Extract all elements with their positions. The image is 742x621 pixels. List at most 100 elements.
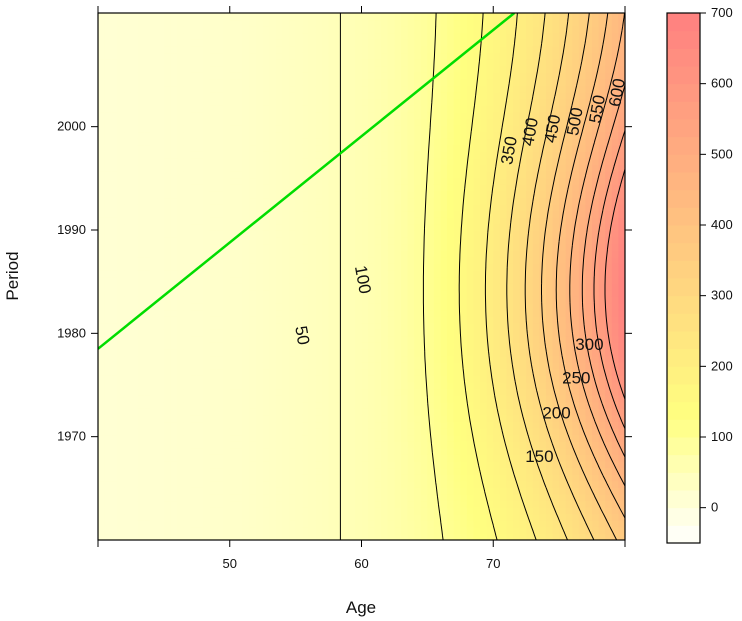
heat-cell bbox=[447, 362, 455, 370]
heat-cell bbox=[335, 19, 343, 27]
heat-cell bbox=[190, 204, 198, 212]
heat-cell bbox=[216, 428, 224, 436]
heat-cell bbox=[473, 500, 481, 508]
heat-cell bbox=[328, 243, 336, 251]
heat-cell bbox=[223, 507, 231, 515]
heat-cell bbox=[124, 52, 132, 60]
heat-cell bbox=[144, 362, 152, 370]
heat-cell bbox=[302, 428, 310, 436]
heat-cell bbox=[341, 329, 349, 337]
heat-cell bbox=[124, 368, 132, 376]
heat-cell bbox=[368, 335, 376, 343]
heat-cell bbox=[387, 388, 396, 396]
heat-cell bbox=[387, 85, 396, 93]
heat-cell bbox=[289, 335, 297, 343]
heat-cell bbox=[427, 309, 435, 317]
heat-cell bbox=[486, 111, 494, 119]
heat-cell bbox=[433, 388, 442, 396]
heat-cell bbox=[216, 118, 224, 126]
heat-cell bbox=[499, 368, 508, 376]
heat-cell bbox=[394, 39, 402, 47]
heat-cell bbox=[473, 111, 481, 119]
heat-cell bbox=[401, 302, 409, 311]
heat-cell bbox=[381, 98, 389, 106]
heat-cell bbox=[302, 157, 310, 166]
heat-cell bbox=[256, 467, 264, 475]
heat-cell bbox=[433, 263, 442, 271]
heat-cell bbox=[315, 322, 323, 330]
heat-cell bbox=[104, 428, 112, 436]
heat-cell bbox=[190, 533, 198, 540]
heat-cell bbox=[407, 98, 415, 106]
heat-cell bbox=[170, 362, 178, 370]
heat-cell bbox=[480, 263, 488, 271]
heat-cell bbox=[177, 401, 185, 409]
heat-cell bbox=[440, 45, 448, 54]
heat-cell bbox=[341, 52, 349, 60]
heat-cell bbox=[466, 507, 475, 515]
heat-cell bbox=[335, 13, 343, 21]
heat-cell bbox=[466, 487, 475, 495]
heat-cell bbox=[177, 59, 185, 67]
heat-cell bbox=[321, 210, 330, 218]
heat-cell bbox=[354, 263, 363, 271]
heat-cell bbox=[229, 204, 237, 212]
heat-cell bbox=[104, 421, 112, 429]
heat-cell bbox=[236, 474, 244, 482]
heat-cell bbox=[183, 230, 191, 238]
heat-cell bbox=[111, 368, 119, 376]
heat-cell bbox=[104, 500, 112, 508]
heat-cell bbox=[130, 428, 139, 436]
heat-cell bbox=[401, 348, 409, 357]
heat-cell bbox=[335, 111, 343, 119]
heat-cell bbox=[170, 447, 178, 455]
heat-cell bbox=[229, 500, 237, 508]
heat-cell bbox=[420, 289, 428, 297]
heat-cell bbox=[295, 395, 303, 403]
heat-cell bbox=[486, 19, 494, 27]
heat-cell bbox=[361, 513, 369, 521]
heat-cell bbox=[308, 177, 316, 185]
heat-cell bbox=[447, 26, 455, 34]
heat-cell bbox=[282, 322, 290, 330]
heat-cell bbox=[203, 197, 211, 205]
heat-cell bbox=[229, 296, 237, 304]
heat-cell bbox=[130, 355, 139, 363]
heat-cell bbox=[480, 507, 488, 515]
heat-cell bbox=[368, 197, 376, 205]
heat-cell bbox=[282, 454, 290, 462]
heat-cell bbox=[223, 526, 231, 535]
heat-cell bbox=[295, 276, 303, 284]
heat-cell bbox=[130, 401, 139, 409]
heat-cell bbox=[447, 131, 455, 139]
heat-cell bbox=[427, 210, 435, 218]
heat-cell bbox=[104, 454, 112, 462]
heat-cell bbox=[203, 401, 211, 409]
heat-cell bbox=[137, 395, 145, 403]
heat-cell bbox=[401, 65, 409, 73]
heat-cell bbox=[157, 197, 165, 205]
heat-cell bbox=[308, 447, 316, 455]
heat-cell bbox=[130, 59, 139, 67]
heat-cell bbox=[328, 480, 336, 488]
heat-cell bbox=[117, 520, 125, 528]
heat-cell bbox=[190, 375, 198, 383]
heat-cell bbox=[420, 190, 428, 199]
heat-cell bbox=[321, 59, 330, 67]
heat-cell bbox=[150, 467, 158, 475]
heat-cell bbox=[242, 210, 251, 218]
heat-cell bbox=[348, 401, 356, 409]
heat-cell bbox=[196, 52, 204, 60]
heat-cell bbox=[368, 26, 376, 34]
heat-cell bbox=[98, 428, 106, 436]
heat-cell bbox=[104, 520, 112, 528]
heat-cell bbox=[130, 204, 139, 212]
heat-cell bbox=[163, 269, 172, 278]
heat-cell bbox=[104, 151, 112, 159]
heat-cell bbox=[381, 335, 389, 343]
heat-cell bbox=[150, 118, 158, 126]
heat-cell bbox=[117, 85, 125, 93]
heat-cell bbox=[216, 65, 224, 73]
heat-cell bbox=[486, 59, 494, 67]
heat-cell bbox=[183, 45, 191, 54]
